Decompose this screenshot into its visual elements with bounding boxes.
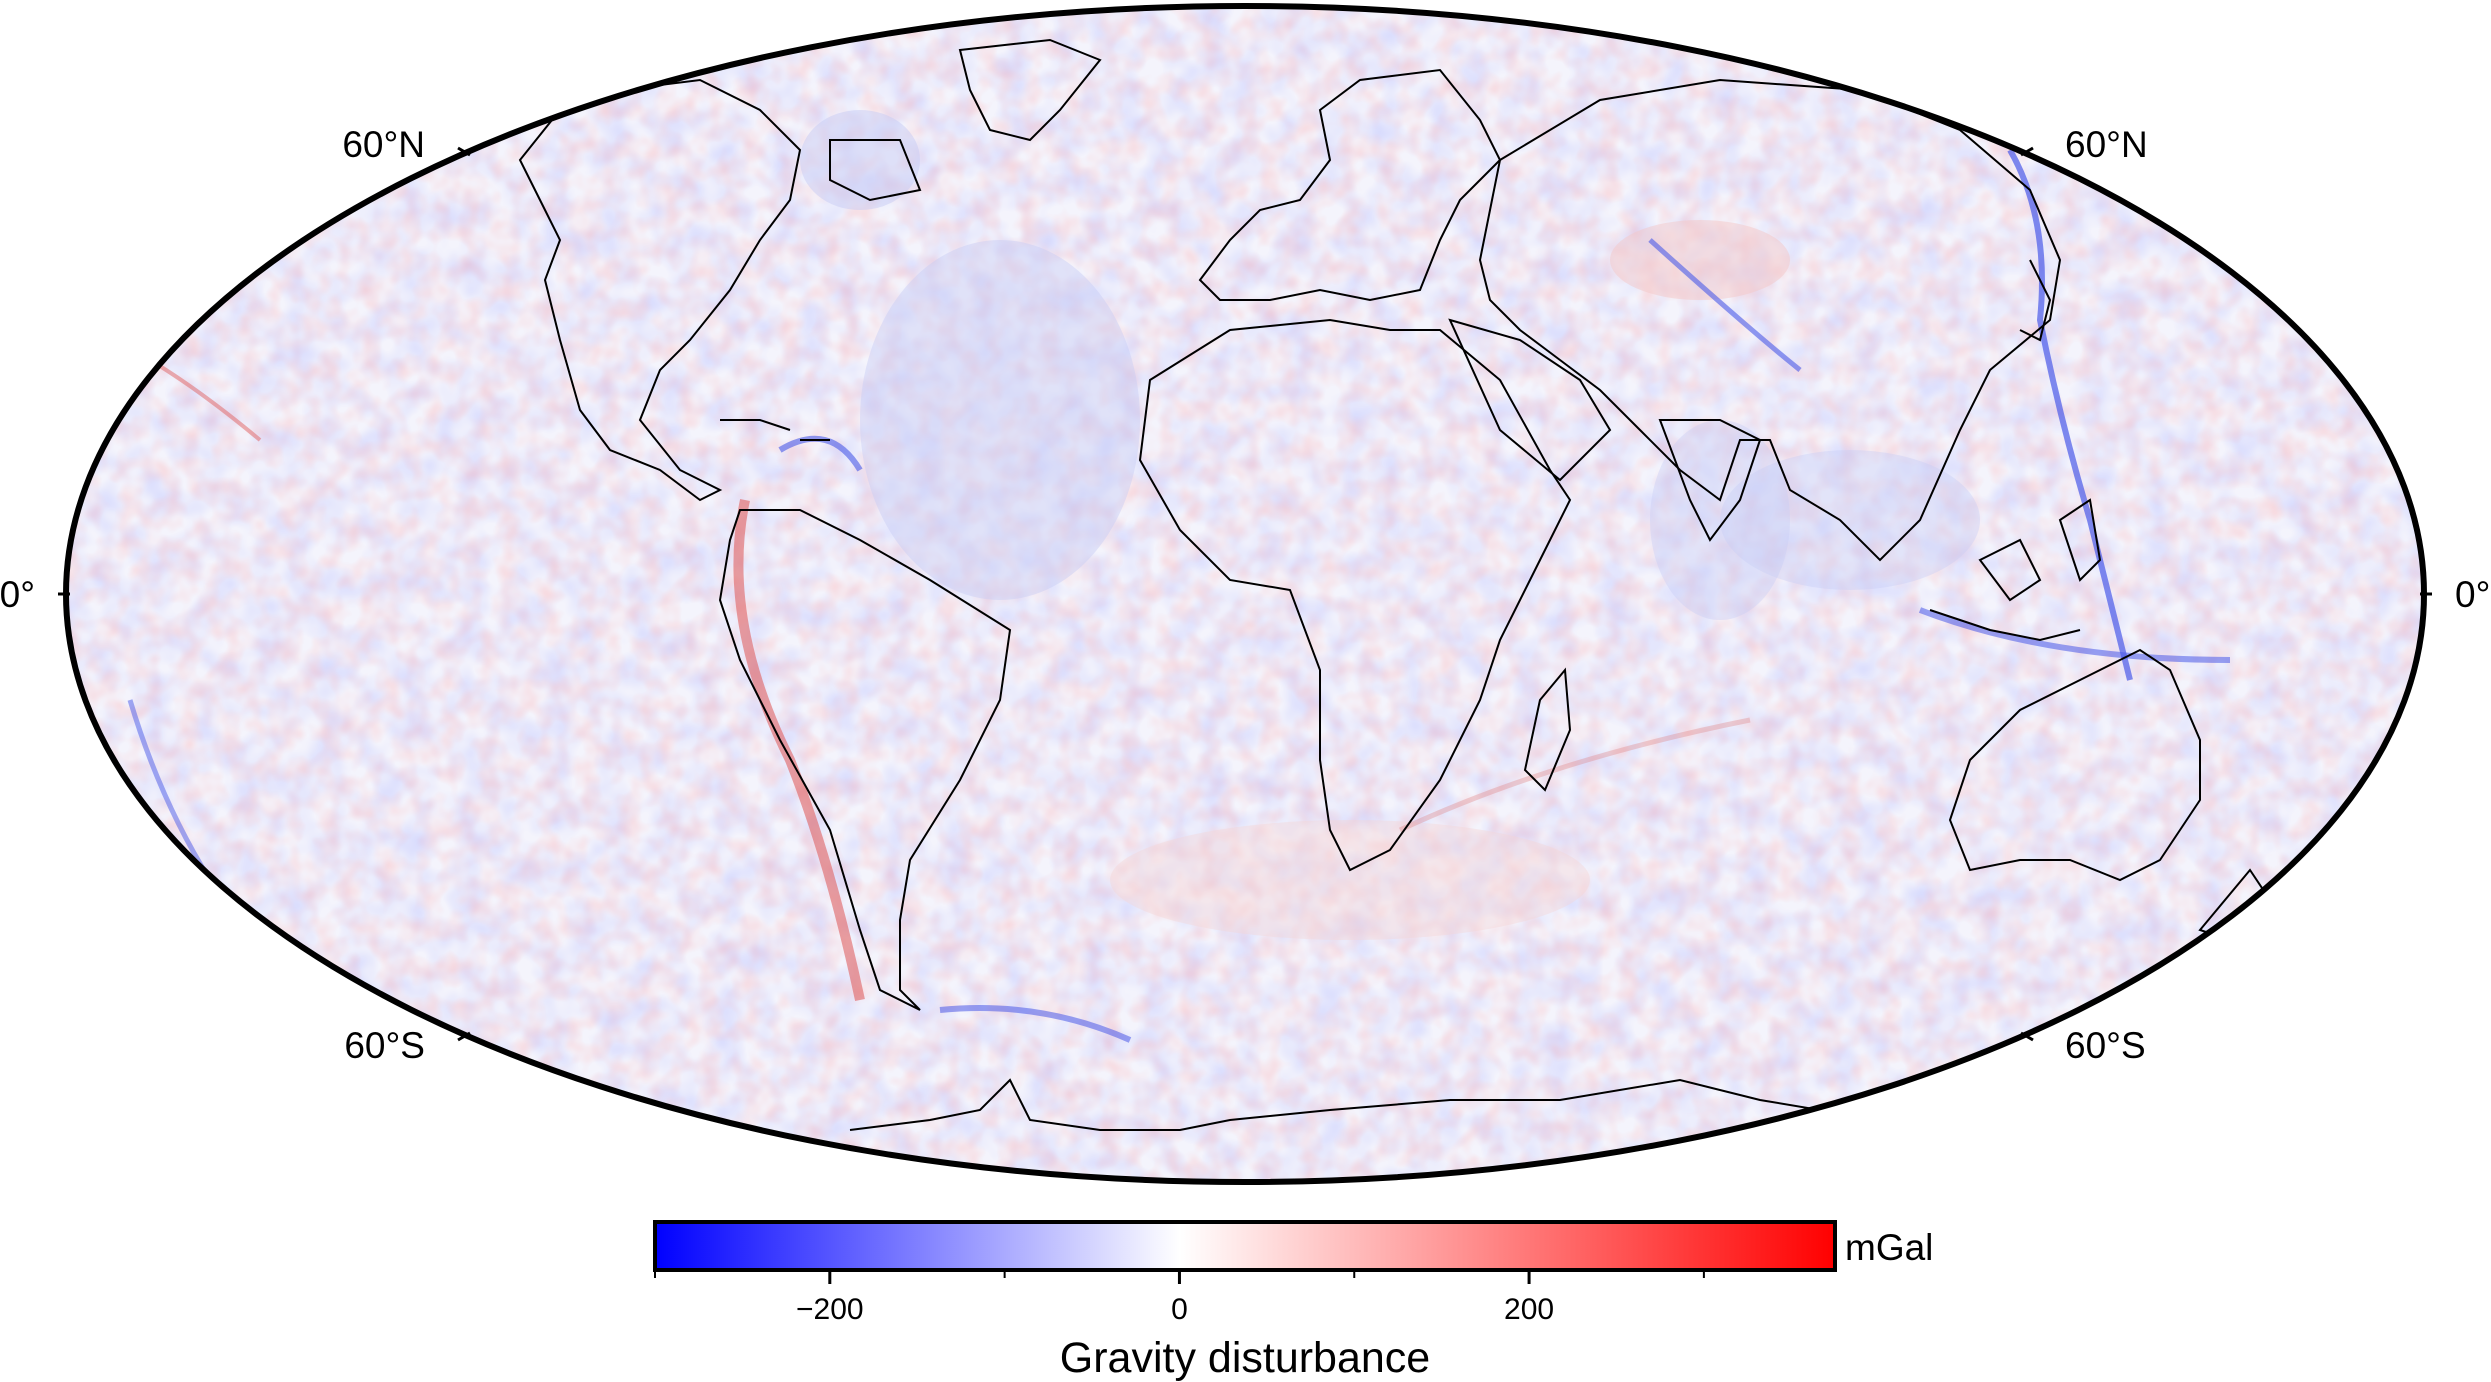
lat-label-60s-right: 60°S xyxy=(2065,1025,2146,1066)
lat-label-60s-left: 60°S xyxy=(344,1025,425,1066)
frame-ticks xyxy=(58,146,2432,1042)
colorbar-title: Gravity disturbance xyxy=(1060,1334,1430,1382)
lat-label-60n-right: 60°N xyxy=(2065,124,2148,165)
lat-label-eq-right: 0° xyxy=(2455,574,2490,615)
lat-label-60n-left: 60°N xyxy=(342,124,425,165)
lat-label-eq-left: 0° xyxy=(0,574,35,615)
colorbar-unit: mGal xyxy=(1845,1227,1933,1268)
colorbar-tick-label: −200 xyxy=(796,1293,864,1326)
colorbar-gradient xyxy=(653,1220,1837,1272)
colorbar: −200 0 200 mGal Gravity disturbance xyxy=(653,1220,1933,1382)
colorbar-tick-label: 0 xyxy=(1171,1293,1188,1326)
coastlines xyxy=(518,38,2272,1131)
colorbar-ticks: −200 0 200 xyxy=(654,1270,1705,1326)
gravity-field xyxy=(66,6,2424,1182)
colorbar-tick-label: 200 xyxy=(1504,1293,1554,1326)
